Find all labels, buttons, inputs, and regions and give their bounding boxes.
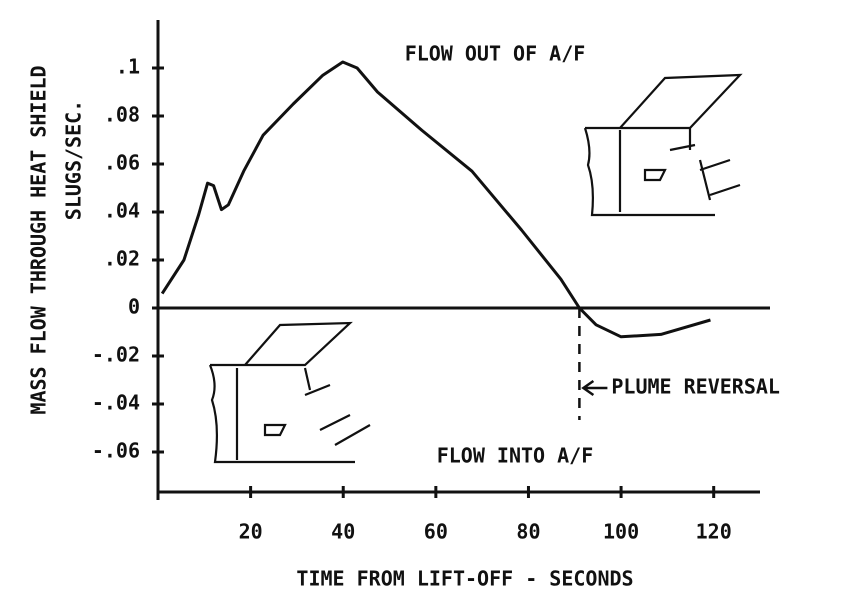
annotation: FLOW OUT OF A/F	[405, 42, 586, 66]
x-axis-label: TIME FROM LIFT-OFF - SECONDS	[296, 567, 633, 591]
y-tick-label: .1	[116, 55, 140, 79]
y-tick-label: 0	[128, 295, 140, 319]
reversal-arrow	[581, 379, 608, 397]
x-tick-label: 120	[696, 520, 732, 544]
x-tick-label: 100	[603, 520, 639, 544]
y-tick-label: -.02	[92, 343, 140, 367]
sketch-lower	[208, 321, 371, 464]
x-tick-label: 40	[331, 520, 355, 544]
x-tick-label: 80	[516, 520, 540, 544]
y-tick-label: .04	[104, 199, 140, 223]
sketch-upper	[583, 73, 743, 217]
y-tick-label: -.06	[92, 439, 140, 463]
reversal-label: PLUME REVERSAL	[611, 375, 780, 399]
y-tick-label: .02	[104, 247, 140, 271]
y-tick-label: -.04	[92, 391, 140, 415]
y-tick-label: .06	[104, 151, 140, 175]
y-axis-label: MASS FLOW THROUGH HEAT SHIELD	[27, 65, 51, 414]
y-units-label: SLUGS/SEC.	[62, 100, 86, 220]
annotation: FLOW INTO A/F	[437, 444, 594, 468]
x-tick-label: 20	[239, 520, 263, 544]
y-tick-label: .08	[104, 103, 140, 127]
data-line	[160, 60, 711, 339]
x-tick-label: 60	[424, 520, 448, 544]
